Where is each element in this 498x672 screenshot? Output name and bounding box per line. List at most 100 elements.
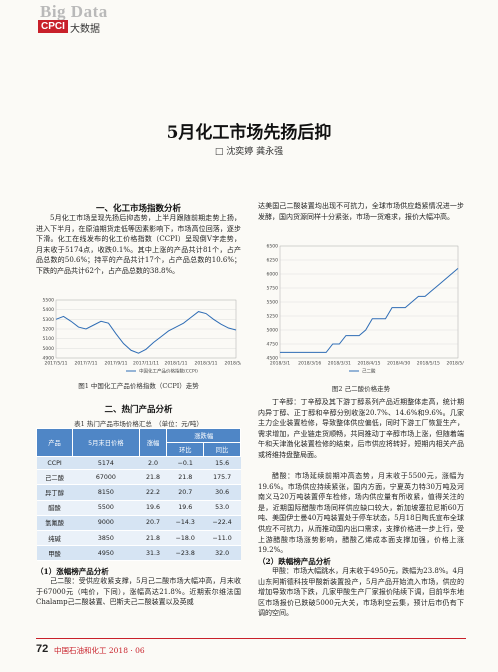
- header-cell: 涨跌幅: [166, 428, 241, 443]
- table-cell: −22.4: [203, 515, 241, 531]
- y-tick-label: 4750: [267, 342, 279, 348]
- table-cell: −18.0: [166, 530, 204, 547]
- header-cell: 环比: [166, 442, 205, 457]
- y-tick-label: 5300: [43, 317, 55, 323]
- table-cell: 19.6: [139, 500, 167, 516]
- paragraph: 醋酸：市场延续前期冲高态势，月末收于5500元，涨幅为19.6%。市场供应持续紧…: [258, 472, 464, 555]
- paragraph: 达美国己二酸装置均出现不可抗力，全球市场供应趋紧情况进一步发酵，国内货源同样十分…: [258, 202, 464, 221]
- x-tick-label: 2018/3/16: [298, 361, 321, 367]
- table-cell: 3850: [72, 530, 140, 547]
- x-tick-label: 2018/3/1: [270, 361, 290, 367]
- x-tick-label: 2018/5/30: [446, 361, 464, 367]
- table-row: 醋酸 5500 19.6 19.6 53.0: [36, 500, 241, 516]
- y-tick-label: 5000: [267, 328, 279, 334]
- y-tick-label: 4900: [43, 356, 55, 362]
- table-cell: 9000: [72, 515, 140, 531]
- x-tick-label: 2018/3/31: [328, 361, 351, 367]
- table-cell: 175.7: [203, 469, 241, 486]
- table-cell: −14.3: [166, 515, 204, 531]
- table-cell: 20.7: [166, 484, 204, 501]
- table-cell: 32.0: [203, 545, 241, 562]
- y-tick-label: 5750: [267, 286, 279, 292]
- x-tick-label: 2018/4/30: [387, 361, 410, 367]
- brand: Big Data: [40, 2, 108, 21]
- x-tick-label: 2018/5/15: [417, 361, 440, 367]
- title: 5月化工市场先扬后抑: [166, 123, 332, 143]
- table-cell: −0.1: [166, 456, 204, 471]
- magazine: 中国石油和化工 2018 · 06: [54, 646, 145, 655]
- figure: 4500 4750 5000 5250 5500 5750 6000 6250 6500 2018…: [267, 244, 464, 375]
- subheading: （2）跌幅榜产品分析: [258, 557, 331, 566]
- table-row: 纯碱 3850 21.8 −18.0 −11.0: [36, 530, 241, 547]
- table-row: 甲酸 4950 31.3 −23.8 32.0: [36, 545, 241, 562]
- table-cell: CCPI: [36, 456, 73, 471]
- header-cell: 5月末日价格: [72, 428, 140, 457]
- line-series: [280, 268, 459, 353]
- table-cell: 2.0: [139, 456, 167, 471]
- y-tick-label: 5100: [43, 336, 55, 342]
- y-tick-label: 5250: [267, 314, 279, 320]
- legend-label: 中国化工产品价格指数(CCPI): [139, 368, 198, 375]
- section-heading: 一、化工市场指数分析: [95, 204, 181, 214]
- y-tick-label: 5000: [43, 346, 55, 352]
- table-cell: 异丁醇: [36, 484, 73, 501]
- paragraph: 己二酸：受供应收紧支撑，5月己二酸市场大幅冲高，月末收于67000元（吨价，下同…: [36, 577, 241, 607]
- table-cell: 甲酸: [36, 545, 73, 562]
- table-cell: 15.6: [203, 456, 241, 471]
- table-cell: 氢氟酸: [36, 515, 73, 531]
- page-number: 72: [36, 643, 49, 655]
- y-tick-label: 6250: [267, 258, 279, 264]
- tag-text: 大数据: [70, 24, 100, 35]
- table-cell: 己二酸: [36, 469, 73, 486]
- caption: 图1 中国化工产品价格指数（CCPI）走势: [78, 382, 199, 390]
- section-heading: 二、热门产品分析: [104, 405, 173, 415]
- table-row: 异丁醇 8150 22.2 20.7 30.6: [36, 484, 241, 501]
- table-cell: 5500: [72, 500, 140, 516]
- y-tick-label: 5200: [43, 327, 55, 333]
- subheading: （1）涨幅榜产品分析: [36, 567, 109, 576]
- header-cell: 涨幅: [138, 428, 168, 457]
- y-tick-label: 5500: [43, 298, 55, 304]
- header-cell: 同比: [203, 442, 241, 457]
- x-tick-label: 2018/4/15: [357, 361, 380, 367]
- legend-label: 己二酸: [362, 368, 376, 375]
- table-row: 氢氟酸 9000 20.7 −14.3 −22.4: [36, 515, 241, 531]
- table-cell: −11.0: [203, 530, 241, 547]
- y-tick-label: 5400: [43, 307, 55, 313]
- table-cell: −23.8: [166, 545, 204, 562]
- header-row: 环比 同比: [37, 442, 241, 457]
- x-tick-label: 2017/11/11: [133, 361, 159, 367]
- x-tick-label: 2017/5/11: [44, 361, 67, 367]
- table-cell: 30.6: [203, 484, 241, 501]
- table-cell: 20.7: [139, 515, 167, 531]
- paragraph: 丁辛醇：丁辛醇及其下游丁醇系列产品近期整体走高，统计期内异丁醇、正丁醇和辛醇分别…: [258, 398, 464, 459]
- table-cell: 醋酸: [36, 500, 73, 516]
- line-series: [55, 311, 237, 354]
- header-cell: 产品: [35, 428, 74, 457]
- table-cell: 纯碱: [36, 530, 73, 547]
- x-tick-label: 2018/5/11: [224, 361, 241, 367]
- y-tick-label: 6000: [267, 272, 279, 278]
- table-cell: 21.8: [139, 530, 167, 547]
- table-cell: 53.0: [203, 500, 241, 516]
- paragraph: 甲酸：市场大幅跳水，月末收于4950元，跌幅为23.8%。4月山东阿斯德科技甲酸…: [258, 567, 464, 618]
- table-row: 己二酸 67000 21.8 21.8 175.7: [36, 469, 241, 486]
- table-cell: 8150: [72, 484, 140, 501]
- caption: 表1 热门产品市场价格汇总 （单位：元/吨）: [74, 420, 203, 428]
- authors: □ 沈奕婷 龚永强: [214, 147, 284, 157]
- y-tick-label: 4500: [267, 356, 279, 362]
- table-cell: 4950: [72, 545, 140, 562]
- table-cell: 31.3: [139, 545, 167, 562]
- footer-rule: [36, 638, 466, 639]
- table-row: CCPI 5174 2.0 −0.1 15.6: [36, 456, 241, 471]
- table: 产品 5月末日价格 涨幅 涨跌幅 环比 同比 CCPI 5174 2.0 −0.1 15.6 己二酸 6…: [35, 428, 241, 562]
- caption: 图2 己二酸价格走势: [331, 385, 391, 393]
- table-cell: 67000: [72, 469, 140, 486]
- table-cell: 5174: [72, 456, 140, 471]
- table-cell: 21.8: [139, 469, 167, 486]
- table-cell: 22.2: [139, 484, 167, 501]
- x-tick-label: 2017/9/11: [104, 361, 127, 367]
- tag: CPCI: [38, 20, 68, 33]
- figure: 4900 5000 5100 5200 5300 5400 5500 2017/5/11 201…: [43, 298, 241, 375]
